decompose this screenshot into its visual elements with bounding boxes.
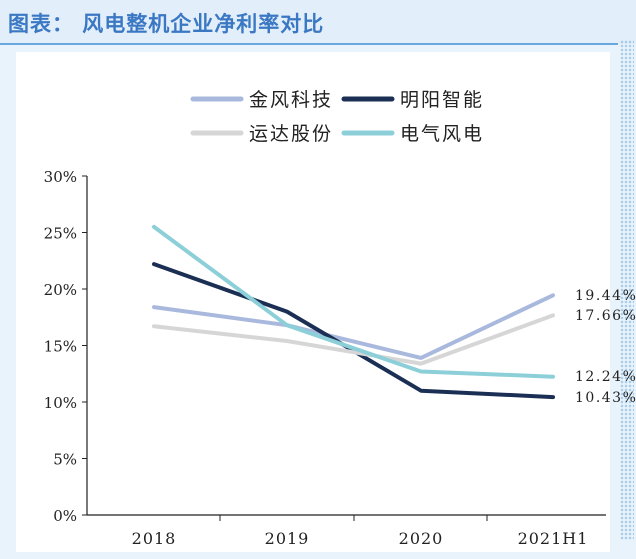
title-divider bbox=[0, 43, 618, 45]
end-labels: 19.44% 10.43% 17.66% 12.24% bbox=[575, 288, 636, 406]
data-label: 10.43% bbox=[575, 390, 636, 406]
y-tick-label: 0% bbox=[53, 507, 77, 525]
chart-title: 图表： 风电整机企业净利率对比 bbox=[8, 12, 325, 36]
legend-label: 金风科技 bbox=[249, 89, 333, 111]
chart-panel bbox=[16, 52, 610, 552]
legend-label: 明阳智能 bbox=[400, 89, 484, 111]
y-tick-label: 20% bbox=[44, 281, 77, 299]
x-tick-label: 2018 bbox=[132, 529, 177, 548]
y-tick-label: 30% bbox=[44, 168, 77, 186]
legend-label: 运达股份 bbox=[249, 123, 333, 145]
axes: 0% 5% 10% 15% 20% 25% 30% 2018 2019 2020 2021H1 bbox=[44, 168, 606, 548]
x-tick-label: 2019 bbox=[265, 529, 310, 548]
decorative-dot-pattern bbox=[620, 40, 634, 540]
series-lines bbox=[152, 224, 555, 400]
title-bar: 图表： 风电整机企业净利率对比 bbox=[0, 0, 636, 44]
data-label: 17.66% bbox=[575, 308, 636, 324]
series-line bbox=[152, 293, 555, 360]
series-line bbox=[152, 224, 555, 379]
x-tick-label: 2020 bbox=[399, 529, 444, 548]
data-label: 12.24% bbox=[575, 369, 636, 385]
series-line bbox=[152, 313, 555, 366]
data-label: 19.44% bbox=[575, 288, 636, 304]
y-tick-label: 10% bbox=[44, 394, 77, 412]
legend-label: 电气风电 bbox=[400, 123, 484, 145]
y-tick-label: 25% bbox=[44, 225, 77, 243]
y-tick-label: 15% bbox=[44, 338, 77, 356]
x-tick-label: 2021H1 bbox=[518, 529, 589, 548]
series-line bbox=[152, 262, 555, 400]
y-tick-label: 5% bbox=[53, 451, 77, 469]
